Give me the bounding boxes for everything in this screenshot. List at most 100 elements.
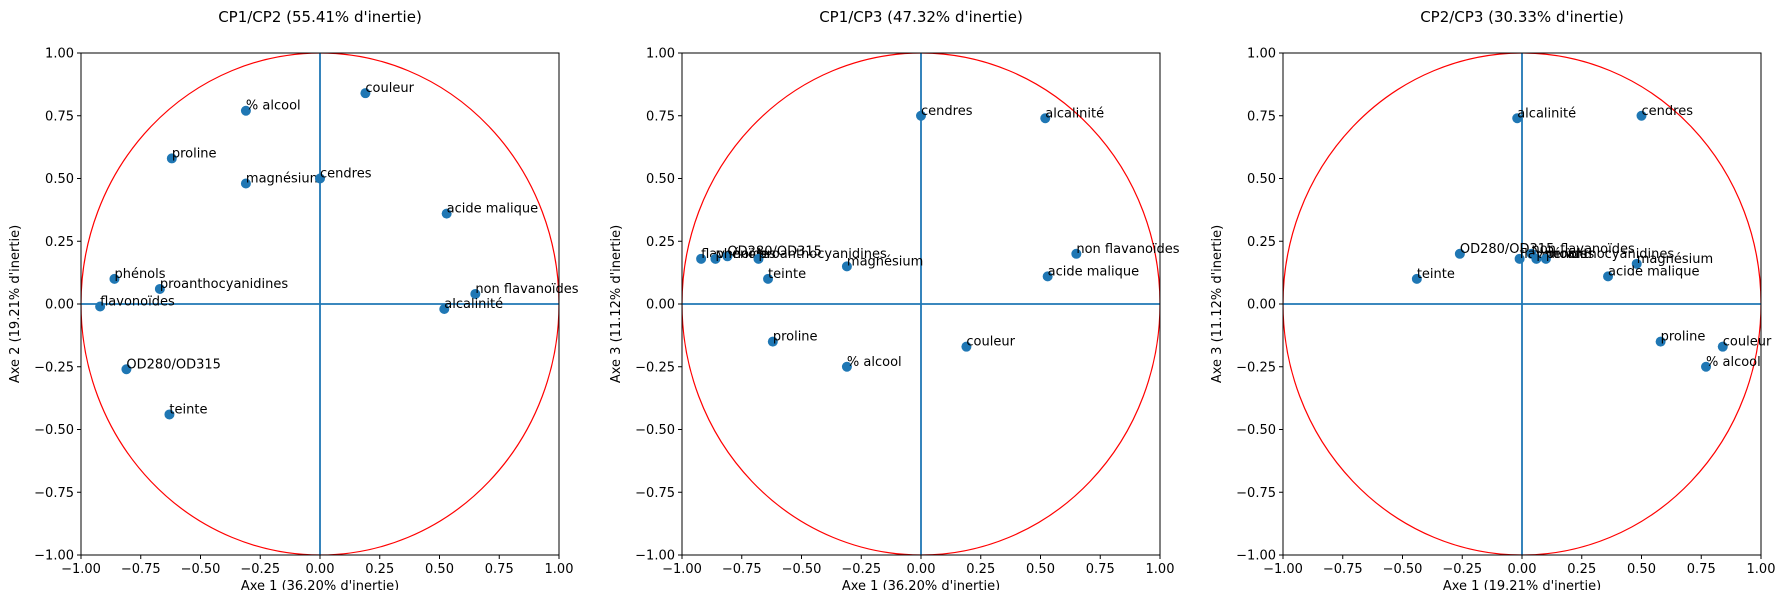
x-tick-label: −1.00 <box>662 562 702 577</box>
data-point <box>95 301 106 312</box>
y-tick-label: −0.75 <box>635 486 675 501</box>
data-point <box>767 336 778 347</box>
y-tick-label: 1.00 <box>646 47 675 62</box>
data-point <box>763 273 774 284</box>
x-tick-label: 1.00 <box>1146 562 1175 577</box>
data-point <box>1454 248 1465 259</box>
data-point <box>1040 113 1051 124</box>
x-tick-label: 0.75 <box>485 562 514 577</box>
data-point <box>1531 253 1542 264</box>
x-tick-label: −1.00 <box>1263 562 1303 577</box>
x-tick-label: 1.00 <box>1747 562 1776 577</box>
data-point-label: acide malique <box>1048 264 1139 279</box>
y-tick-label: 0.75 <box>646 109 675 124</box>
chart-title: CP1/CP2 (55.41% d'inertie) <box>218 8 422 26</box>
y-axis-label: Axe 3 (11.12% d'inertie) <box>609 225 624 383</box>
chart-panel-3: CP2/CP3 (30.33% d'inertie) −1.00−1.00 −0.7… <box>1210 8 1775 590</box>
data-point <box>1512 113 1523 124</box>
data-point-label: proline <box>1661 330 1706 345</box>
chart-panel-1: CP1/CP2 (55.41% d'inertie) −1.00−1.00 −0.7… <box>8 8 579 590</box>
data-point <box>753 253 764 264</box>
x-tick-label: 0.25 <box>966 562 995 577</box>
data-point <box>240 178 251 189</box>
y-tick-label: −1.00 <box>1236 549 1276 564</box>
chart-panel-2: CP1/CP3 (47.32% d'inertie) −1.00−1.00 −0.7… <box>609 8 1180 590</box>
x-tick-label: −0.75 <box>722 562 762 577</box>
data-point <box>154 283 165 294</box>
data-point <box>439 304 450 315</box>
x-tick-label: 1.00 <box>545 562 574 577</box>
y-tick-label: −0.50 <box>635 423 675 438</box>
data-point <box>841 361 852 372</box>
y-tick-label: −1.00 <box>635 549 675 564</box>
data-point <box>696 253 707 264</box>
data-point-label: non flavanoïdes <box>475 282 578 297</box>
data-point-label: cendres <box>320 167 372 182</box>
x-axis-label: Axe 1 (36.20% d'inertie) <box>241 579 399 590</box>
y-tick-label: −0.25 <box>635 360 675 375</box>
data-point <box>1514 253 1525 264</box>
y-axis-label: Axe 3 (11.12% d'inertie) <box>1210 225 1225 383</box>
data-point-label: cendres <box>1642 104 1694 119</box>
x-tick-label: −0.50 <box>1383 562 1423 577</box>
y-tick-label: 0.25 <box>646 235 675 250</box>
data-point <box>1701 361 1712 372</box>
data-point-label: % alcool <box>1706 355 1761 370</box>
x-axis-label: Axe 1 (19.21% d'inertie) <box>1443 579 1601 590</box>
data-point <box>315 173 325 184</box>
data-point <box>722 251 733 262</box>
data-point <box>841 261 852 272</box>
y-tick-label: 0.00 <box>45 298 74 313</box>
y-tick-label: 0.00 <box>1247 298 1276 313</box>
data-point-label: teinte <box>1417 267 1455 282</box>
y-tick-label: −1.00 <box>34 549 74 564</box>
y-tick-label: 1.00 <box>45 47 74 62</box>
data-point-label: magnésium <box>246 172 322 187</box>
x-tick-label: 0.00 <box>907 562 936 577</box>
x-tick-label: −0.75 <box>1323 562 1363 577</box>
data-point-label: magnésium <box>847 254 923 269</box>
x-tick-label: 0.50 <box>1026 562 1055 577</box>
data-point-label: alcalinité <box>444 297 503 312</box>
data-point-label: flavonoïdes <box>100 295 175 310</box>
x-tick-label: −1.00 <box>61 562 101 577</box>
chart-title: CP1/CP3 (47.32% d'inertie) <box>819 8 1023 26</box>
data-point <box>1636 110 1647 121</box>
data-point <box>916 110 926 121</box>
x-tick-label: −0.25 <box>240 562 280 577</box>
x-tick-label: 0.75 <box>1086 562 1115 577</box>
y-axis-label: Axe 2 (19.21% d'inertie) <box>8 225 23 383</box>
y-tick-label: 0.75 <box>1247 109 1276 124</box>
data-point <box>1540 253 1551 264</box>
data-point <box>109 273 120 284</box>
data-point-label: % alcool <box>246 99 301 114</box>
data-point-label: phénols <box>114 267 165 282</box>
data-point-label: OD280/OD315 <box>727 244 822 259</box>
x-axis-label: Axe 1 (36.20% d'inertie) <box>842 579 1000 590</box>
y-tick-label: 0.50 <box>45 172 74 187</box>
chart-title: CP2/CP3 (30.33% d'inertie) <box>1420 8 1624 26</box>
data-point <box>166 153 177 164</box>
data-point-label: acide malique <box>1608 264 1699 279</box>
data-point-label: OD280/OD315 <box>126 357 221 372</box>
y-tick-label: 0.50 <box>646 172 675 187</box>
x-tick-label: −0.25 <box>1442 562 1482 577</box>
data-point-label: couleur <box>365 81 414 96</box>
data-point-label: proline <box>172 146 217 161</box>
x-tick-label: 0.25 <box>1567 562 1596 577</box>
x-tick-label: 0.50 <box>1627 562 1656 577</box>
x-tick-label: 0.25 <box>365 562 394 577</box>
y-tick-label: −0.50 <box>34 423 74 438</box>
data-point-label: non flavanoïdes <box>1076 242 1179 257</box>
data-point <box>164 409 175 420</box>
data-point <box>1071 248 1082 259</box>
data-point <box>121 364 132 375</box>
data-point <box>1631 258 1642 269</box>
data-point-label: couleur <box>966 335 1015 350</box>
y-tick-label: 0.00 <box>646 298 675 313</box>
data-point <box>240 105 251 116</box>
data-point-label: couleur <box>1723 335 1772 350</box>
data-point-label: cendres <box>921 104 973 119</box>
x-tick-label: 0.75 <box>1687 562 1716 577</box>
